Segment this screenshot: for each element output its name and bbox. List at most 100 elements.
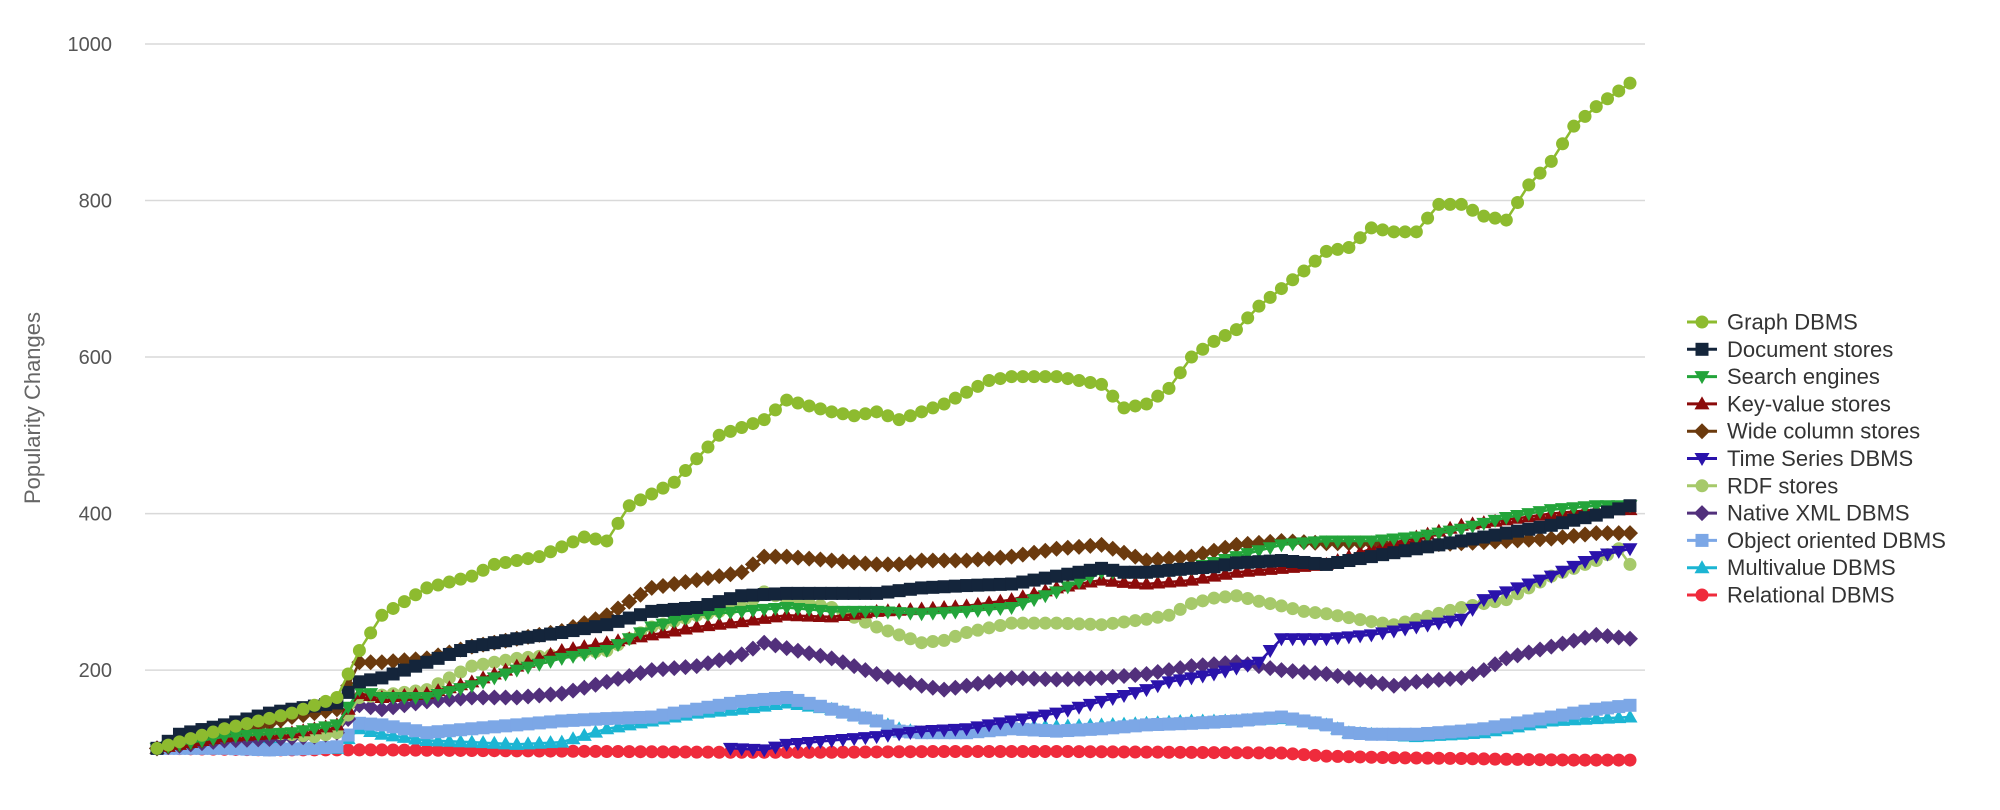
- legend-item-relational-dbms[interactable]: Relational DBMS: [1687, 583, 1895, 608]
- data-point: [1072, 565, 1086, 579]
- data-point: [834, 553, 851, 570]
- data-point: [734, 701, 750, 715]
- series-graph-dbms: [150, 76, 1637, 755]
- data-point: [274, 709, 288, 723]
- data-point: [577, 622, 591, 636]
- data-point: [295, 725, 311, 739]
- legend-item-wide-column-stores[interactable]: Wide column stores: [1687, 419, 1920, 444]
- data-point: [947, 723, 963, 737]
- data-point: [1083, 745, 1097, 759]
- legend-label: Object oriented DBMS: [1727, 528, 1946, 553]
- data-point: [1431, 527, 1447, 541]
- data-point: [1599, 525, 1616, 542]
- data-point: [442, 671, 456, 685]
- data-point: [1543, 570, 1559, 584]
- data-point: [441, 733, 457, 747]
- data-point: [1307, 633, 1323, 647]
- data-point: [454, 572, 468, 586]
- data-point: [1162, 608, 1176, 622]
- series-time-series-dbms: [722, 543, 1638, 758]
- data-point: [937, 580, 951, 594]
- data-point: [554, 643, 570, 657]
- data-point: [993, 744, 1007, 758]
- data-point: [431, 725, 445, 739]
- legend-label: Native XML DBMS: [1727, 501, 1910, 526]
- data-point: [1364, 615, 1378, 629]
- legend-item-time-series-dbms[interactable]: Time Series DBMS: [1687, 446, 1913, 471]
- data-point: [307, 741, 321, 755]
- data-point: [1532, 531, 1549, 548]
- data-point: [362, 699, 379, 716]
- data-point: [802, 399, 816, 413]
- data-point: [1229, 556, 1243, 570]
- legend-item-key-value-stores[interactable]: Key-value stores: [1687, 391, 1891, 416]
- data-point: [1128, 745, 1142, 759]
- legend-item-rdf-stores[interactable]: RDF stores: [1687, 473, 1838, 498]
- data-point: [656, 745, 670, 759]
- legend-item-graph-dbms[interactable]: Graph DBMS: [1687, 310, 1858, 335]
- data-point: [655, 618, 671, 632]
- data-point: [857, 732, 873, 746]
- data-point: [1432, 538, 1446, 552]
- data-point: [1342, 240, 1356, 254]
- legend-item-multivalue-dbms[interactable]: Multivalue DBMS: [1687, 555, 1896, 580]
- legend-symbol: [1694, 560, 1710, 574]
- data-point: [1341, 535, 1357, 549]
- data-point: [891, 671, 908, 688]
- data-point: [1588, 525, 1605, 542]
- data-point: [1138, 576, 1154, 590]
- data-point: [555, 540, 569, 554]
- data-point: [600, 744, 614, 758]
- data-point: [1353, 613, 1367, 627]
- data-point: [362, 654, 379, 671]
- data-point: [1466, 752, 1480, 766]
- data-point: [1543, 504, 1559, 518]
- data-point: [632, 586, 649, 603]
- data-point: [1364, 550, 1378, 564]
- data-point: [958, 677, 975, 694]
- data-point: [1363, 629, 1379, 643]
- data-point: [553, 685, 570, 702]
- data-point: [1026, 544, 1043, 561]
- data-point: [1363, 535, 1379, 549]
- data-point: [1409, 727, 1423, 741]
- data-point: [1286, 747, 1300, 761]
- data-point: [521, 630, 535, 644]
- data-point: [1376, 223, 1390, 237]
- data-point: [969, 675, 986, 692]
- data-point: [1556, 753, 1570, 767]
- legend-item-search-engines[interactable]: Search engines: [1687, 364, 1880, 389]
- data-point: [1160, 550, 1177, 567]
- legend-item-native-xml-dbms[interactable]: Native XML DBMS: [1687, 501, 1910, 526]
- data-point: [1353, 750, 1367, 764]
- data-point: [216, 731, 232, 745]
- data-point: [1577, 629, 1594, 646]
- data-point: [1308, 716, 1322, 730]
- data-point: [1454, 534, 1468, 548]
- data-point: [1589, 702, 1603, 716]
- data-point: [902, 554, 919, 571]
- data-point: [903, 745, 917, 759]
- data-point: [1262, 660, 1279, 677]
- data-point: [1566, 560, 1582, 574]
- legend-item-object-oriented-dbms[interactable]: Object oriented DBMS: [1687, 528, 1946, 553]
- legend-item-document-stores[interactable]: Document stores: [1687, 337, 1893, 362]
- data-point: [1274, 282, 1288, 296]
- data-point: [1308, 606, 1322, 620]
- data-point: [655, 625, 671, 639]
- data-point: [744, 556, 761, 573]
- data-point: [1172, 674, 1188, 688]
- data-point: [622, 611, 636, 625]
- data-point: [993, 372, 1007, 386]
- data-point: [1037, 671, 1054, 688]
- data-point: [1050, 569, 1064, 583]
- data-point: [408, 691, 424, 705]
- data-point: [1184, 350, 1198, 364]
- data-point: [712, 698, 726, 712]
- data-point: [442, 575, 456, 589]
- data-point: [789, 549, 806, 566]
- data-point: [881, 409, 895, 423]
- data-point: [1387, 225, 1401, 239]
- data-point: [364, 626, 378, 640]
- data-point: [1488, 528, 1502, 542]
